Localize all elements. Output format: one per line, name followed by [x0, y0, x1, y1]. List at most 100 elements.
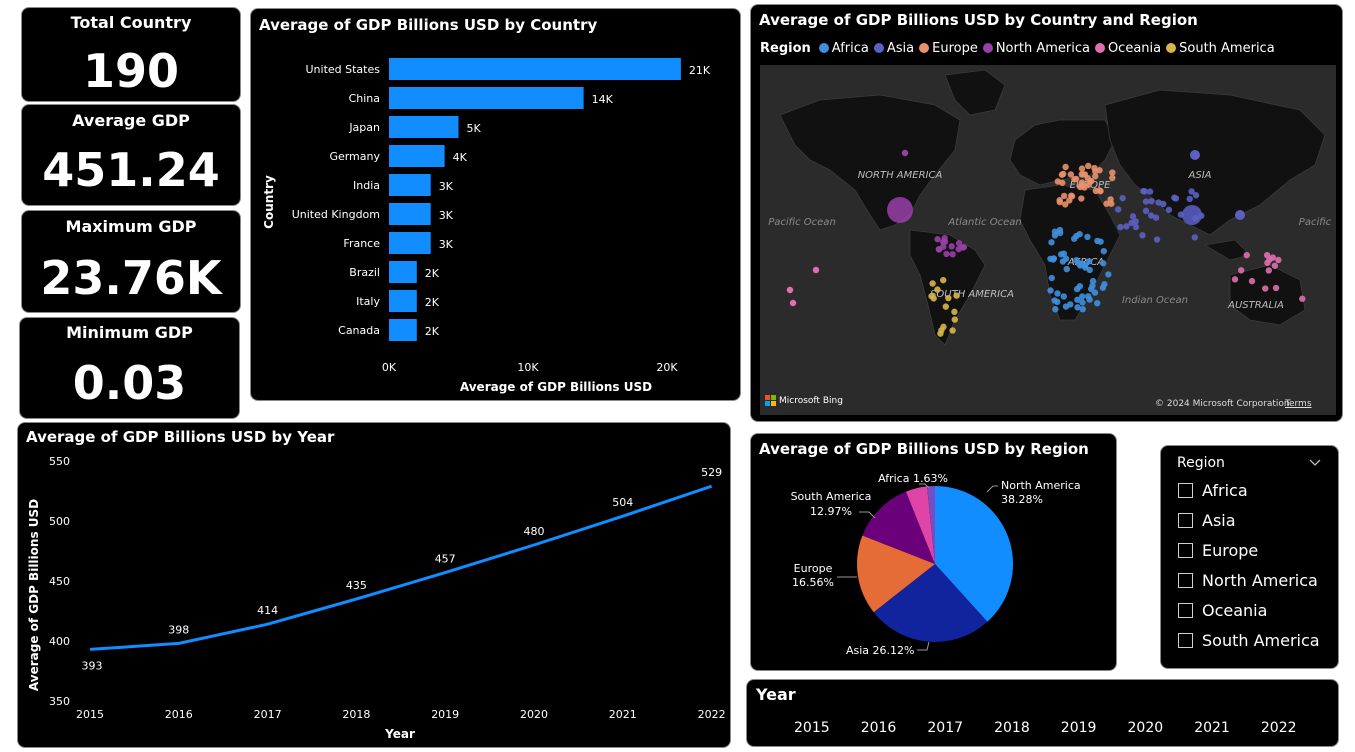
- bar[interactable]: [389, 232, 431, 254]
- legend-item[interactable]: Europe: [919, 41, 978, 56]
- map-bubble[interactable]: [1105, 271, 1112, 278]
- map-bubble[interactable]: [1071, 176, 1078, 183]
- map-bubble[interactable]: [1057, 251, 1065, 258]
- world-map[interactable]: NORTH AMERICA SOUTH AMERICA ASIA AUSTRALIA A…: [760, 65, 1336, 415]
- map-bubble[interactable]: [1078, 179, 1086, 186]
- map-bubble[interactable]: [937, 330, 944, 337]
- map-bubble[interactable]: [1186, 195, 1193, 203]
- legend-item[interactable]: Asia: [873, 41, 914, 56]
- pie-slice[interactable]: [905, 486, 935, 564]
- year-slicer[interactable]: Year 2015 2016 2017 2018 2019 2020 2021 2022: [746, 679, 1339, 747]
- map-bubble[interactable]: [1056, 226, 1064, 234]
- bar[interactable]: [389, 145, 445, 167]
- legend-item[interactable]: South America: [1166, 41, 1275, 56]
- map-terms-link[interactable]: Terms: [1285, 399, 1312, 409]
- map-bubble[interactable]: [1192, 192, 1200, 199]
- year-option[interactable]: 2016: [860, 720, 897, 736]
- map-bubble[interactable]: [1085, 162, 1092, 170]
- map-bubble[interactable]: [943, 250, 950, 258]
- map-bubble[interactable]: [1172, 195, 1180, 202]
- map-bubble[interactable]: [1109, 174, 1116, 182]
- pie-slice[interactable]: [857, 535, 935, 613]
- map-bubble[interactable]: [940, 276, 947, 284]
- year-option[interactable]: 2017: [927, 720, 964, 736]
- map-bubble[interactable]: [1094, 299, 1101, 307]
- map-bubble[interactable]: [1054, 178, 1062, 185]
- map-bubble[interactable]: [1062, 163, 1069, 171]
- map-bubble[interactable]: [1262, 285, 1269, 292]
- checkbox-icon[interactable]: [1178, 543, 1193, 558]
- pie-slice[interactable]: [862, 491, 935, 564]
- chevron-down-icon[interactable]: [1309, 459, 1321, 467]
- map-bubble[interactable]: [1067, 171, 1075, 178]
- map-bubble[interactable]: [1148, 197, 1155, 205]
- map-bubble[interactable]: [1062, 201, 1069, 208]
- map-visual[interactable]: Average of GDP Billions USD by Country a…: [750, 4, 1343, 422]
- line-chart-visual[interactable]: Average of GDP Billions USD by Year 350 4…: [17, 422, 731, 748]
- map-bubble[interactable]: [953, 292, 960, 299]
- map-bubble[interactable]: [1141, 188, 1148, 195]
- map-bubble[interactable]: [1078, 165, 1086, 172]
- bar[interactable]: [389, 261, 417, 283]
- checkbox-icon[interactable]: [1178, 483, 1193, 498]
- map-bubble[interactable]: [1132, 223, 1140, 231]
- map-bubble[interactable]: [1094, 237, 1101, 245]
- checkbox-icon[interactable]: [1178, 573, 1193, 588]
- pie-slice[interactable]: [873, 564, 988, 642]
- map-bubble[interactable]: [1129, 213, 1137, 220]
- map-bubble[interactable]: [901, 149, 909, 157]
- line-series[interactable]: [89, 484, 713, 651]
- map-bubble[interactable]: [786, 286, 794, 294]
- map-bubble[interactable]: [1091, 289, 1099, 296]
- region-option[interactable]: Europe: [1178, 541, 1258, 560]
- region-option[interactable]: North America: [1178, 571, 1318, 590]
- map-bubble[interactable]: [1079, 293, 1086, 300]
- year-option[interactable]: 2021: [1194, 720, 1230, 736]
- map-bubble[interactable]: [1073, 256, 1080, 264]
- map-bubble[interactable]: [949, 251, 956, 258]
- map-bubble[interactable]: [1142, 207, 1150, 215]
- bar[interactable]: [389, 203, 431, 225]
- map-bubble[interactable]: [960, 243, 968, 251]
- checkbox-icon[interactable]: [1178, 633, 1193, 648]
- map-bubble[interactable]: [1119, 194, 1126, 202]
- map-bubble[interactable]: [1099, 260, 1107, 267]
- map-bubble[interactable]: [1147, 212, 1155, 219]
- map-bubble[interactable]: [940, 323, 947, 331]
- legend-item[interactable]: North America: [982, 41, 1090, 56]
- map-bubble[interactable]: [1084, 233, 1091, 241]
- map-bubble[interactable]: [945, 294, 952, 302]
- map-bubble[interactable]: [1084, 293, 1092, 300]
- map-bubble[interactable]: [1243, 251, 1250, 259]
- map-bubble[interactable]: [1109, 169, 1116, 176]
- map-bubble[interactable]: [1076, 283, 1084, 290]
- year-option[interactable]: 2022: [1260, 720, 1297, 736]
- legend-item[interactable]: Oceania: [1094, 41, 1161, 56]
- map-bubble[interactable]: [942, 303, 950, 310]
- map-bubble[interactable]: [1048, 239, 1055, 246]
- map-bubble[interactable]: [1182, 205, 1202, 225]
- checkbox-icon[interactable]: [1178, 603, 1193, 618]
- bar[interactable]: [389, 58, 681, 80]
- map-bubble[interactable]: [1087, 177, 1095, 185]
- map-bubble[interactable]: [1191, 234, 1199, 241]
- legend-item[interactable]: Africa: [818, 41, 869, 56]
- year-option[interactable]: 2015: [794, 720, 830, 736]
- map-bubble[interactable]: [1237, 267, 1245, 274]
- bar-chart-visual[interactable]: Average of GDP Billions USD by Country U…: [250, 8, 741, 401]
- map-bubble[interactable]: [1048, 274, 1055, 282]
- map-bubble[interactable]: [951, 308, 958, 316]
- map-bubble[interactable]: [1299, 295, 1306, 302]
- map-bubble[interactable]: [1235, 210, 1245, 220]
- map-bubble[interactable]: [1063, 265, 1070, 273]
- pie-slice[interactable]: [935, 486, 1013, 622]
- map-bubble[interactable]: [1052, 306, 1059, 313]
- year-option[interactable]: 2020: [1127, 720, 1164, 736]
- map-bubble[interactable]: [1132, 218, 1139, 225]
- map-bubble[interactable]: [1188, 188, 1195, 195]
- map-bubble[interactable]: [941, 238, 949, 245]
- map-bubble[interactable]: [1231, 276, 1239, 283]
- map-bubble[interactable]: [887, 197, 913, 223]
- bar[interactable]: [389, 87, 584, 109]
- map-bubble[interactable]: [1059, 170, 1067, 178]
